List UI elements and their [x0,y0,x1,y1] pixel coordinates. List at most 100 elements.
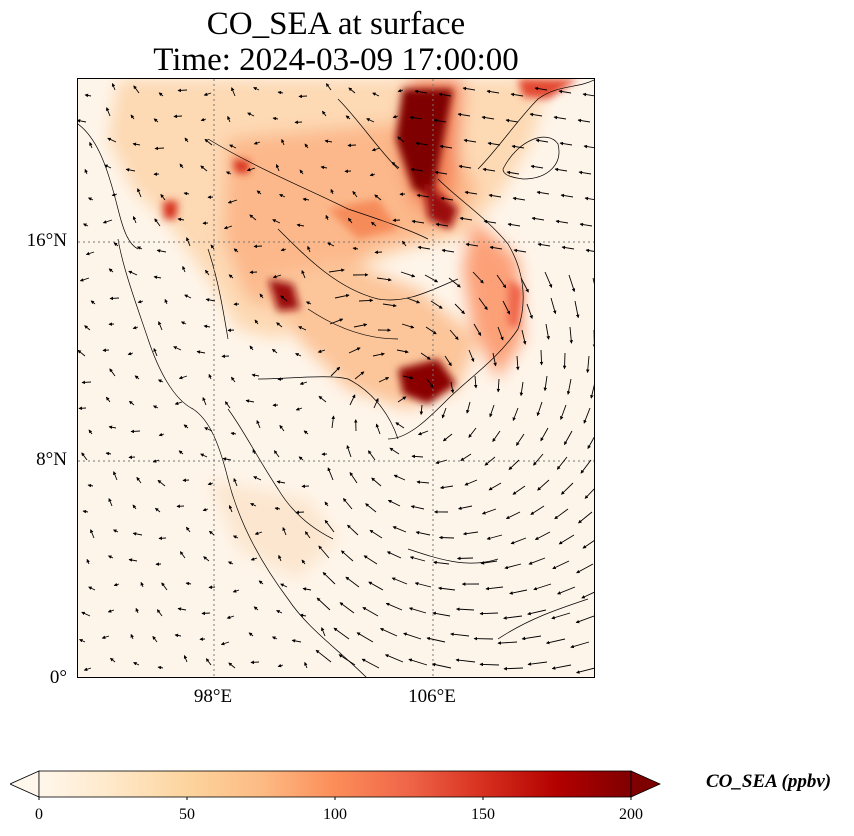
wind-arrow [410,167,424,172]
wind-arrow [534,86,548,91]
wind-arrow [397,396,407,403]
wind-arrow [369,529,383,539]
wind-arrow [136,476,142,484]
wind-arrow [473,375,478,389]
wind-arrow [227,561,234,565]
wind-arrow [277,90,284,95]
wind-arrow [134,375,140,380]
wind-arrow [353,323,368,328]
wind-arrow [279,194,286,198]
wind-arrow [464,479,478,486]
wind-arrow [486,534,503,540]
wind-arrow [497,326,504,341]
wind-arrow [173,346,182,351]
wind-arrow [459,216,473,221]
wind-arrow [178,450,184,455]
wind-arrow [509,589,528,595]
wind-arrow [479,662,500,667]
wind-arrow [534,531,551,540]
colorbar-label: CO_SEA (ppbv) [706,771,832,792]
wind-arrow [382,303,397,308]
wind-arrow [220,641,230,646]
wind-arrow [210,244,215,250]
wind-arrow [299,381,308,385]
wind-arrow [419,404,424,416]
wind-arrow [512,407,519,422]
wind-arrow [230,431,237,436]
wind-arrow [81,611,91,617]
wind-arrow [108,498,113,507]
wind-arrow [483,219,497,224]
wind-arrow [278,554,282,562]
wind-arrow [282,527,287,536]
wind-arrow [575,615,594,624]
wind-arrow [510,537,527,545]
wind-arrow [365,503,377,513]
wind-arrow [345,576,360,588]
wind-arrow [415,141,429,146]
wind-arrow [327,242,335,247]
wind-arrow [556,456,568,470]
wind-arrow [544,271,553,288]
wind-arrow [186,526,191,533]
wind-arrow [346,445,352,458]
wind-arrow [183,654,188,663]
wind-arrow [560,193,574,198]
wind-arrow [295,353,302,357]
wind-arrow [582,540,594,549]
wind-arrow [125,168,136,172]
wind-arrow [275,163,280,172]
wind-arrow [232,535,239,539]
wind-arrow [362,607,379,617]
wind-arrow [414,89,428,94]
wind-arrow [368,581,384,591]
wind-arrow [130,114,135,120]
wind-arrow [584,488,594,499]
wind-arrow [510,92,524,97]
wind-arrow [232,589,240,593]
wind-arrow [113,471,118,481]
wind-arrow [307,245,311,253]
wind-arrow [276,610,283,614]
wind-arrow [503,615,523,620]
wind-arrow [592,277,594,284]
wind-arrow [375,423,381,435]
wind-arrow [536,190,550,195]
wind-arrow [505,118,519,123]
wind-arrow [393,474,406,481]
wind-arrow [338,654,356,666]
wind-arrow [348,347,361,354]
wind-arrow [179,163,184,169]
wind-arrow [487,141,501,146]
wind-arrow [81,452,88,461]
wind-arrow [320,165,328,170]
wind-arrow [245,399,255,403]
wind-arrow [555,219,569,224]
wind-arrow [204,427,213,432]
wind-arrow [318,545,330,559]
wind-arrow [109,368,116,377]
wind-arrow [352,190,358,198]
wind-arrow [253,606,259,611]
wind-arrow [180,321,187,325]
wind-arrow [223,225,233,230]
wind-arrow [158,321,163,331]
wind-arrow [492,352,497,367]
wind-arrow [279,424,285,432]
wind-arrow [403,632,422,640]
wind-arrow [329,318,344,325]
wind-arrow [502,300,511,315]
wind-arrow [305,301,312,305]
wind-arrow [415,530,431,536]
wind-arrow [113,242,119,247]
wind-arrow [101,635,110,639]
wind-arrow [128,270,138,276]
wind-arrow [481,115,495,120]
wind-arrow [560,482,574,495]
wind-arrow [347,143,357,148]
wind-arrow [512,196,526,201]
wind-arrow [105,451,112,456]
wind-arrow [112,529,119,533]
wind-arrow [537,242,551,247]
wind-arrow [506,170,520,175]
